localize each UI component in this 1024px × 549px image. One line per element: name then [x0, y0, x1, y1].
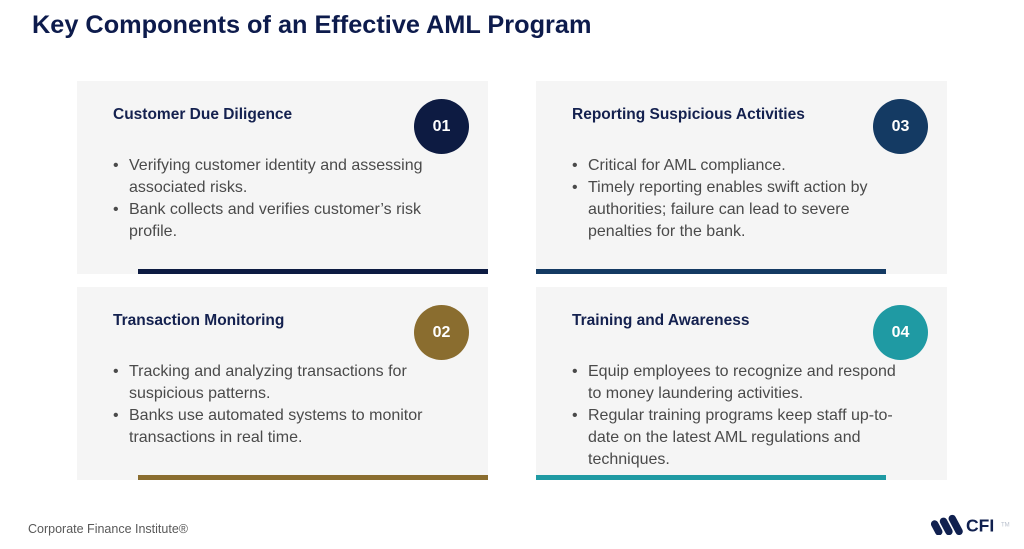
svg-text:CFI: CFI: [966, 516, 994, 536]
svg-text:TM: TM: [1001, 523, 1010, 529]
